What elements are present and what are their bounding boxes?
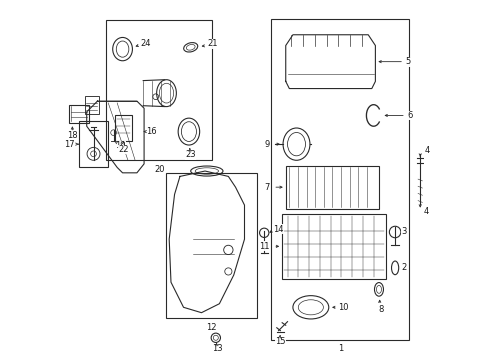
Bar [165,173,257,318]
Text: 6: 6 [407,111,412,120]
Text: 4: 4 [424,146,429,155]
Text: 23: 23 [185,150,196,159]
Text: 12: 12 [205,323,216,332]
Text: 1: 1 [337,344,343,353]
Bar [115,116,131,140]
Text: 21: 21 [206,39,217,48]
Bar [69,105,88,123]
Text: 5: 5 [405,57,410,66]
Bar [85,96,99,114]
Text: 15: 15 [275,337,285,346]
Bar [282,214,386,279]
Text: 22: 22 [118,145,128,154]
Text: 7: 7 [264,183,269,192]
Text: 18: 18 [67,131,78,140]
Text: 14: 14 [272,225,283,234]
Text: 11: 11 [259,242,269,251]
Text: 9: 9 [264,140,269,149]
Text: 20: 20 [154,165,164,174]
Text: 8: 8 [377,305,383,314]
Bar [106,21,212,160]
Bar [271,19,408,339]
Text: 10: 10 [337,303,347,312]
Text: 19: 19 [115,141,126,150]
Text: 16: 16 [145,127,156,136]
Text: 24: 24 [141,39,151,48]
Text: 4: 4 [423,207,428,216]
Text: 17: 17 [64,140,75,149]
Bar [285,166,378,209]
Text: 2: 2 [401,264,406,273]
Text: 13: 13 [212,344,223,353]
Text: 3: 3 [401,228,406,237]
Bar [79,121,108,167]
